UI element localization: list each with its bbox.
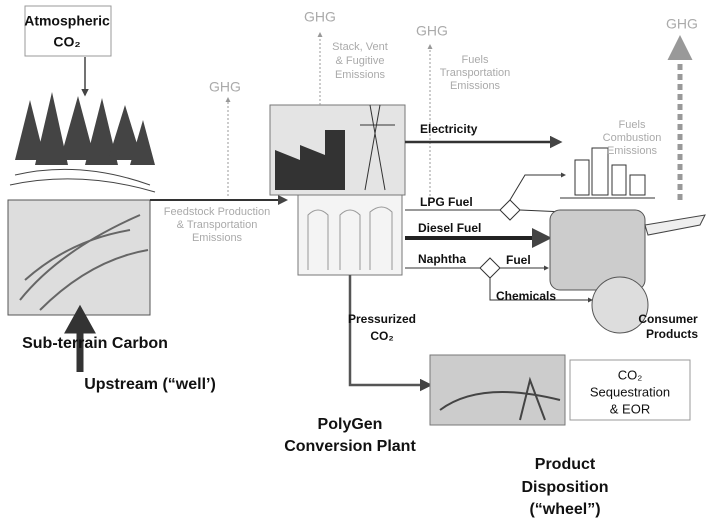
diamond xyxy=(479,257,501,279)
emission-label: Fuels xyxy=(619,119,646,131)
emission-label: Combustion xyxy=(603,132,662,144)
emission-label: Emissions xyxy=(192,232,243,244)
mine-image xyxy=(7,199,151,316)
emission-label: Transportation xyxy=(440,67,511,79)
product-label: Electricity xyxy=(420,122,478,136)
label: Sequestration xyxy=(590,384,670,399)
product-label: Products xyxy=(646,327,698,341)
label: CO₂ xyxy=(618,367,643,382)
ghg-label: GHG xyxy=(666,16,698,32)
diamond xyxy=(499,199,521,221)
arrow xyxy=(348,275,433,392)
product-label: Naphtha xyxy=(418,252,466,266)
product-label: Consumer xyxy=(638,312,698,326)
section-label: Disposition xyxy=(521,479,608,496)
emission-label: Fuels xyxy=(462,54,489,66)
arrow xyxy=(64,304,96,372)
illustrations xyxy=(7,5,706,426)
sequestration-image xyxy=(429,354,566,426)
emission-label: Emissions xyxy=(335,69,386,81)
section-label: (“wheel”) xyxy=(529,501,600,518)
emission-label: Emissions xyxy=(607,145,658,157)
sequestration-box xyxy=(569,359,691,421)
products-image xyxy=(591,276,649,334)
car-image xyxy=(549,209,646,291)
product-label: Chemicals xyxy=(496,289,556,303)
emission-label: Feedstock Production xyxy=(164,206,270,218)
plane xyxy=(644,214,706,236)
emission-label: & Fugitive xyxy=(336,55,385,67)
city xyxy=(560,147,655,199)
section-label: PolyGen xyxy=(318,416,383,433)
ghg-label: GHG xyxy=(209,79,241,95)
label: Atmospheric xyxy=(24,13,110,29)
product-label: Fuel xyxy=(506,253,531,267)
product-label: Diesel Fuel xyxy=(418,221,481,235)
emission-label: Emissions xyxy=(450,80,501,92)
atmospheric-box xyxy=(24,5,112,57)
label: Pressurized xyxy=(348,312,416,326)
product-label: LPG Fuel xyxy=(420,195,473,209)
ghg-label: GHG xyxy=(304,9,336,25)
label: Sub-terrain Carbon xyxy=(22,335,168,352)
section-label: Upstream (“well’) xyxy=(84,376,216,393)
emission-label: & Transportation xyxy=(177,219,258,231)
ghg-label: GHG xyxy=(416,23,448,39)
forest xyxy=(9,92,156,193)
section-label: Product xyxy=(535,456,596,473)
emission-label: Stack, Vent xyxy=(332,41,388,53)
label: & EOR xyxy=(610,401,650,416)
label: CO₂ xyxy=(53,34,80,50)
section-label: Conversion Plant xyxy=(284,438,416,455)
plant-box xyxy=(297,194,403,276)
label: CO₂ xyxy=(370,329,393,343)
